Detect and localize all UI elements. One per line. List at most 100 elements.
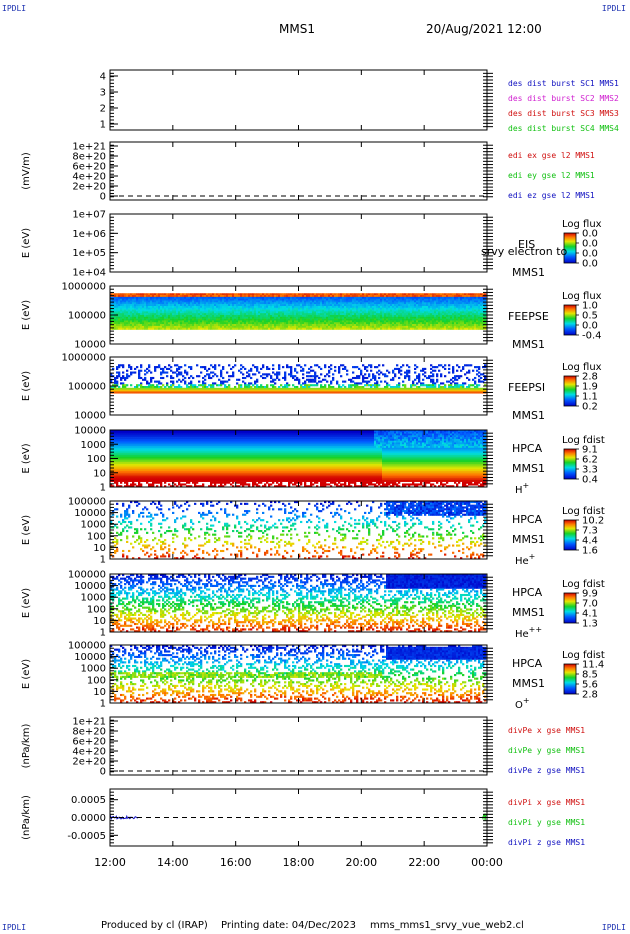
spectrogram-cell bbox=[176, 326, 178, 328]
spectrogram-cell bbox=[186, 297, 188, 299]
spectrogram-cell bbox=[462, 304, 464, 306]
spectrogram-cell bbox=[442, 302, 444, 304]
spectrogram-cell bbox=[174, 319, 176, 321]
spectrogram-cell bbox=[290, 306, 292, 308]
spectrogram-cell bbox=[448, 313, 450, 315]
spectrogram-cell bbox=[132, 293, 134, 295]
spectrogram-cell bbox=[132, 311, 134, 313]
spectrogram-cell bbox=[230, 313, 232, 315]
spectrogram-cell bbox=[278, 326, 280, 328]
spectrogram-cell bbox=[410, 297, 412, 299]
spectrogram-cell bbox=[200, 317, 202, 319]
spectrogram-cell bbox=[190, 302, 192, 304]
spectrogram-cell bbox=[162, 308, 164, 310]
spectrogram-cell bbox=[402, 297, 404, 299]
spectrogram-cell bbox=[356, 301, 358, 303]
spectrogram-cell bbox=[468, 299, 470, 301]
spectrogram-cell bbox=[116, 295, 118, 297]
spectrogram-cell bbox=[274, 328, 276, 330]
spectrogram-cell bbox=[316, 328, 318, 330]
spectrogram-cell bbox=[238, 324, 240, 326]
spectrogram-cell bbox=[358, 322, 360, 324]
spectrogram-cell bbox=[158, 301, 160, 303]
spectrogram-cell bbox=[326, 304, 328, 306]
spectrogram-cell bbox=[114, 310, 116, 312]
spectrogram-cell bbox=[368, 302, 370, 304]
spectrogram-cell bbox=[216, 310, 218, 312]
spectrogram-cell bbox=[404, 322, 406, 324]
spectrogram-cell bbox=[396, 310, 398, 312]
spectrogram-cell bbox=[242, 306, 244, 308]
spectrogram-cell bbox=[284, 311, 286, 313]
spectrogram-cell bbox=[280, 301, 282, 303]
spectrogram-cell bbox=[306, 328, 308, 330]
spectrogram-cell bbox=[410, 317, 412, 319]
spectrogram-cell bbox=[172, 306, 174, 308]
legend-entry: edi ex gse l2 MMS1 bbox=[508, 151, 595, 160]
spectrogram-cell bbox=[278, 306, 280, 308]
spectrogram-cell bbox=[382, 315, 384, 317]
spectrogram-cell bbox=[340, 313, 342, 315]
spectrogram-cell bbox=[436, 326, 438, 328]
spectrogram-cell bbox=[450, 317, 452, 319]
spectrogram-cell bbox=[168, 322, 170, 324]
spectrogram-cell bbox=[270, 315, 272, 317]
spectrogram-cell bbox=[120, 319, 122, 321]
spectrogram-cell bbox=[210, 306, 212, 308]
spectrogram-cell bbox=[332, 326, 334, 328]
spectrogram-cell bbox=[372, 320, 374, 322]
spectrogram-cell bbox=[260, 308, 262, 310]
spectrogram-cell bbox=[366, 304, 368, 306]
spectrogram-cell bbox=[126, 313, 128, 315]
spectrogram-cell bbox=[456, 297, 458, 299]
spectrogram-cell bbox=[302, 319, 304, 321]
spectrogram-cell bbox=[428, 320, 430, 322]
spectrogram-cell bbox=[458, 293, 460, 295]
spectrogram-cell bbox=[440, 302, 442, 304]
spectrogram-cell bbox=[424, 328, 426, 330]
spectrogram-cell bbox=[380, 299, 382, 301]
spectrogram-cell bbox=[348, 304, 350, 306]
spectrogram-cell bbox=[172, 315, 174, 317]
spectrogram-cell bbox=[408, 297, 410, 299]
spectrogram-cell bbox=[140, 302, 142, 304]
spectrogram-cell bbox=[170, 293, 172, 295]
spectrogram-cell bbox=[140, 328, 142, 330]
spectrogram-cell bbox=[162, 295, 164, 297]
spectrogram-cell bbox=[182, 299, 184, 301]
spectrogram-cell bbox=[194, 319, 196, 321]
spectrogram-cell bbox=[230, 302, 232, 304]
spectrogram-cell bbox=[198, 310, 200, 312]
spectrogram-cell bbox=[170, 326, 172, 328]
spectrogram-cell bbox=[228, 322, 230, 324]
spectrogram-cell bbox=[400, 299, 402, 301]
spectrogram-cell bbox=[452, 308, 454, 310]
spectrogram-cell bbox=[382, 310, 384, 312]
spectrogram-cell bbox=[124, 320, 126, 322]
spectrogram-cell bbox=[158, 320, 160, 322]
spectrogram-cell bbox=[196, 302, 198, 304]
spectrogram-cell bbox=[246, 306, 248, 308]
spectrogram-cell bbox=[140, 297, 142, 299]
spectrogram-cell bbox=[190, 304, 192, 306]
spectrogram-cell bbox=[226, 310, 228, 312]
spectrogram-cell bbox=[220, 306, 222, 308]
spectrogram-cell bbox=[470, 301, 472, 303]
spectrogram-cell bbox=[320, 326, 322, 328]
spectrogram-cell bbox=[148, 313, 150, 315]
spectrogram-cell bbox=[466, 328, 468, 330]
spectrogram-cell bbox=[322, 306, 324, 308]
spectrogram-cell bbox=[184, 308, 186, 310]
spectrogram-cell bbox=[314, 293, 316, 295]
spectrogram-cell bbox=[234, 317, 236, 319]
spectrogram-cell bbox=[422, 322, 424, 324]
spectrogram-cell bbox=[228, 313, 230, 315]
spectrogram-cell bbox=[220, 293, 222, 295]
spectrogram-cell bbox=[348, 308, 350, 310]
spectrogram-cell bbox=[424, 302, 426, 304]
spectrogram-cell bbox=[438, 302, 440, 304]
spectrogram-cell bbox=[440, 308, 442, 310]
spectrogram-cell bbox=[350, 319, 352, 321]
spectrogram-cell bbox=[424, 293, 426, 295]
spectrogram-cell bbox=[374, 308, 376, 310]
